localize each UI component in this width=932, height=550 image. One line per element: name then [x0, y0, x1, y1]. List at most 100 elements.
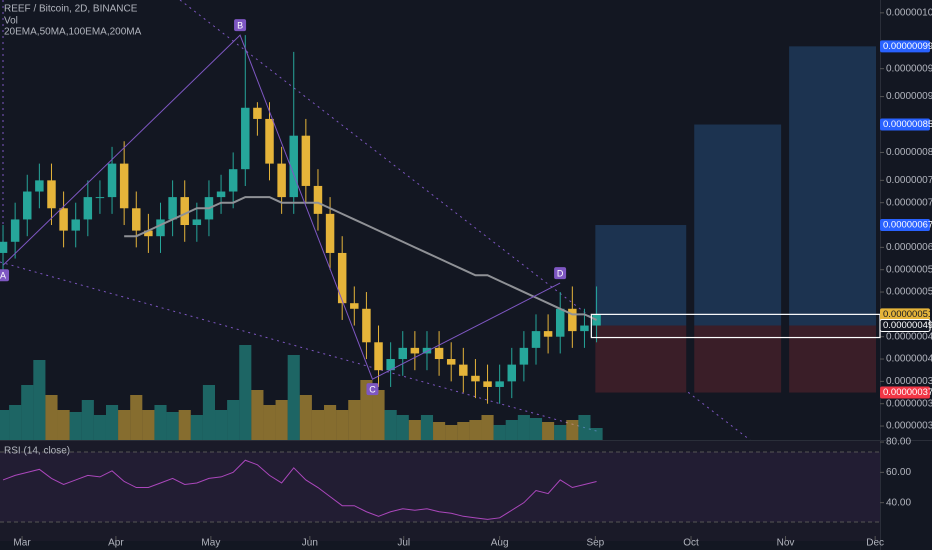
candle-body	[543, 331, 553, 337]
candle-body	[362, 308, 371, 343]
volume-bar	[336, 410, 349, 440]
x-tick-label: Dec	[866, 538, 884, 549]
volume-bar	[445, 425, 458, 440]
pattern-point	[0, 269, 10, 282]
candle-body	[350, 303, 359, 309]
volume-bar	[227, 400, 240, 440]
price-badge-label: 0.00000049	[883, 320, 932, 331]
candle-body	[434, 347, 444, 360]
x-tick-label: Aug	[491, 538, 509, 549]
y-tick-label: 0.00000105	[886, 7, 932, 18]
candle-body	[95, 197, 105, 199]
candle-body	[132, 208, 141, 231]
volume-bar	[178, 410, 191, 440]
volume-bar	[215, 410, 228, 440]
volume-bar	[69, 412, 82, 440]
volume-bar	[105, 405, 119, 440]
x-tick-label: May	[201, 538, 220, 549]
volume-bar	[433, 422, 446, 440]
candle-body	[301, 135, 311, 186]
volume-bar	[384, 410, 397, 440]
candle-body	[180, 197, 189, 226]
price-badge	[879, 319, 931, 333]
target-box	[694, 124, 782, 326]
candle-body	[507, 364, 517, 382]
volume-bar	[566, 420, 579, 440]
rsi-tick-label: 80.00	[886, 437, 911, 448]
candle-body	[398, 347, 407, 360]
candle-body	[35, 180, 44, 192]
candle-body	[144, 230, 153, 237]
candle-body	[47, 180, 56, 209]
price-badge-label: 0.00000067	[883, 220, 932, 231]
candle-body	[374, 342, 383, 371]
volume-bar	[118, 410, 131, 440]
volume-bar	[311, 410, 325, 440]
candle-body	[156, 219, 165, 237]
x-tick-label: Mar	[13, 538, 31, 549]
indicators-label: 20EMA,50MA,100EMA,200MA	[4, 27, 142, 38]
candle-body	[277, 163, 286, 198]
volume-label: Vol	[4, 16, 18, 27]
candle-body	[410, 347, 420, 354]
candle-body	[471, 375, 480, 382]
price-badge-label: 0.00000051	[883, 309, 932, 320]
volume-bar	[481, 415, 494, 440]
rsi-tick-label: 40.00	[886, 497, 911, 508]
candle-body	[59, 208, 68, 231]
volume-bar	[578, 415, 591, 440]
pattern-line	[2, 34, 561, 380]
volume-bar	[590, 428, 603, 440]
volume-bar	[93, 415, 106, 440]
candle-body	[495, 381, 504, 387]
volume-bar	[251, 390, 264, 440]
volume-bar	[408, 420, 421, 440]
y-tick-label: 0.00000039	[886, 376, 932, 387]
x-tick-label: Sep	[586, 538, 604, 549]
volume-bar	[529, 418, 543, 440]
rsi-band	[0, 452, 880, 522]
candle-body	[568, 308, 577, 332]
price-badge	[880, 219, 930, 232]
volume-bar	[9, 405, 22, 440]
candle-body	[0, 241, 8, 253]
candle-body	[446, 359, 456, 365]
volume-bar	[45, 395, 58, 440]
candle-body	[192, 219, 202, 226]
y-tick-label: 0.00000071	[886, 197, 932, 208]
candle-body	[107, 163, 117, 198]
price-badge-label: 0.00000085	[883, 119, 932, 130]
volume-bar	[21, 385, 34, 440]
y-tick-label: 0.00000055	[886, 287, 932, 298]
volume-bar	[33, 360, 46, 440]
volume-bar	[505, 420, 518, 440]
price-badge-label: 0.00000037	[883, 387, 932, 398]
pattern-point	[234, 19, 247, 32]
chart-title: REEF / Bitcoin, 2D, BINANCE	[4, 4, 138, 15]
candle-body	[119, 163, 129, 209]
volume-bar	[372, 390, 385, 440]
pattern-label: A	[0, 271, 6, 281]
target-box	[595, 225, 687, 326]
candle-body	[313, 185, 323, 214]
volume-bar	[396, 415, 409, 440]
candle-body	[216, 191, 226, 198]
candle-body	[10, 219, 20, 242]
candle-body	[241, 107, 250, 170]
candle-body	[531, 331, 541, 348]
candle-body	[23, 191, 32, 220]
pattern-label: D	[557, 268, 564, 278]
x-tick-label: Jul	[397, 538, 410, 549]
price-badge	[880, 308, 930, 321]
candle-body	[289, 135, 298, 198]
volume-bar	[517, 415, 530, 440]
candle-body	[83, 197, 93, 220]
volume-bar	[420, 415, 434, 440]
volume-bar	[348, 400, 361, 440]
volume-bar	[275, 400, 288, 440]
volume-bar	[142, 410, 155, 440]
trend-line	[0, 261, 601, 433]
